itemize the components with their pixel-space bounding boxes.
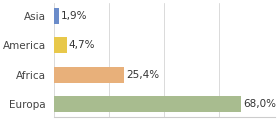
Bar [53,67,124,83]
Text: 68,0%: 68,0% [244,99,277,109]
Text: 4,7%: 4,7% [69,40,95,50]
Bar [53,96,241,112]
Bar [53,8,59,24]
Text: 1,9%: 1,9% [61,11,88,21]
Bar [53,37,67,53]
Text: 25,4%: 25,4% [126,70,159,80]
